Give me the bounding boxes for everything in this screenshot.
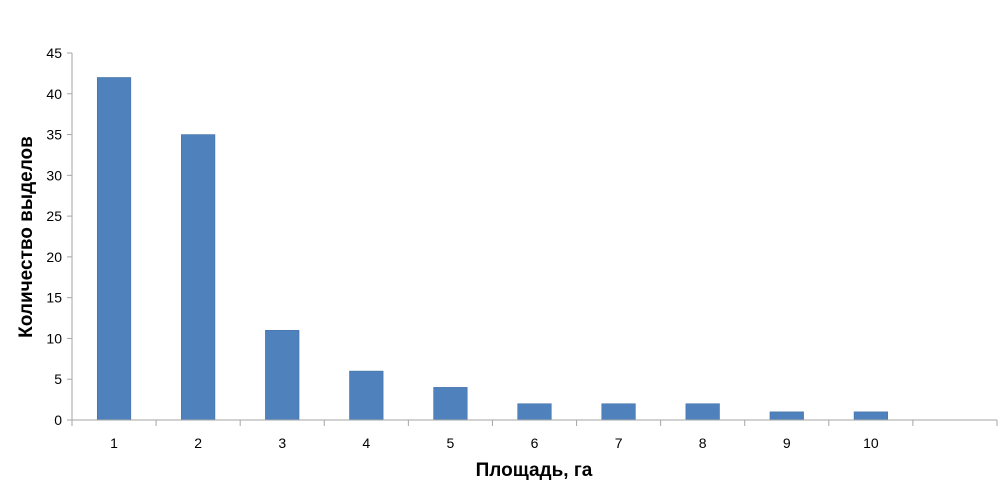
bar-5 <box>433 387 468 421</box>
y-tick-label: 5 <box>54 371 62 387</box>
bar-1 <box>96 77 132 421</box>
x-axis-ticks: 1 2 3 4 5 6 7 8 9 10 <box>71 420 998 451</box>
bar-7 <box>601 403 636 421</box>
bar-6 <box>517 403 552 421</box>
bar-2 <box>181 134 216 421</box>
x-tick-label: 5 <box>447 435 455 451</box>
x-tick-label: 10 <box>863 435 879 451</box>
bar-9 <box>769 411 804 421</box>
x-tick-label: 2 <box>194 435 202 451</box>
y-tick-label: 30 <box>46 167 62 183</box>
y-tick-label: 10 <box>46 330 62 346</box>
y-axis-ticks: 0 5 10 15 20 25 30 35 40 45 <box>46 45 72 428</box>
y-tick-label: 35 <box>46 127 62 143</box>
bar-10 <box>853 411 888 421</box>
y-tick-label: 0 <box>54 412 62 428</box>
bar-8 <box>685 403 720 421</box>
x-tick-label: 1 <box>110 435 118 451</box>
bar-series <box>96 77 888 421</box>
x-tick-label: 8 <box>699 435 707 451</box>
x-tick-label: 4 <box>362 435 370 451</box>
bar-3 <box>265 330 300 421</box>
y-tick-label: 20 <box>46 249 62 265</box>
axes <box>71 53 997 421</box>
y-tick-label: 45 <box>46 45 62 61</box>
y-tick-label: 40 <box>46 86 62 102</box>
x-axis-title: Площадь, га <box>476 460 593 481</box>
y-axis-title: Количество выделов <box>16 136 37 338</box>
y-tick-label: 25 <box>46 208 62 224</box>
x-tick-label: 7 <box>615 435 623 451</box>
x-tick-label: 3 <box>278 435 286 451</box>
x-tick-label: 9 <box>783 435 791 451</box>
bar-4 <box>349 370 384 421</box>
x-tick-label: 6 <box>531 435 539 451</box>
y-tick-label: 15 <box>46 290 62 306</box>
